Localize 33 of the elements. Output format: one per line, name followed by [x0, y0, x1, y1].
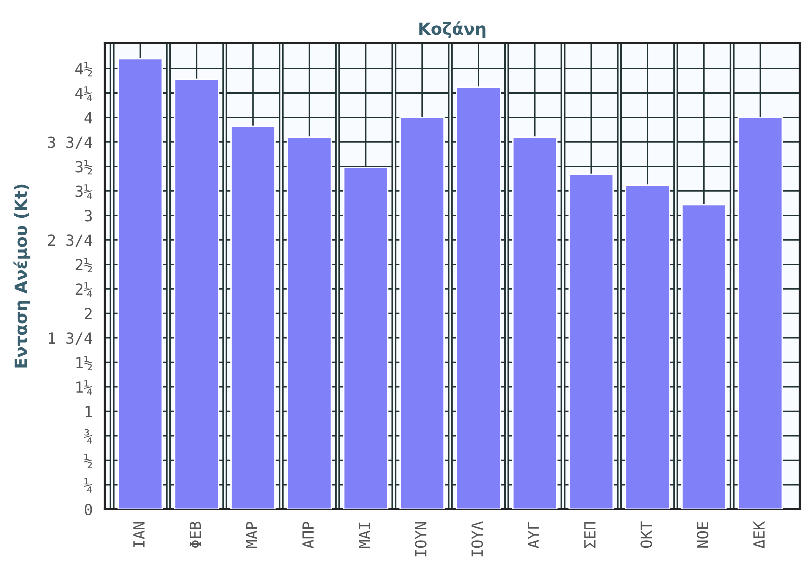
y-tick-label: 2½ [76, 258, 92, 273]
y-tick-label: 2¼ [76, 282, 92, 298]
x-tick-label: ΑΠΡ [302, 522, 314, 549]
y-tick-label: 3 3/4 [48, 136, 92, 150]
x-tick-label: ΙΑΝ [134, 522, 145, 548]
x-tick-label: ΜΑΡ [246, 522, 258, 548]
y-tick-label: 2 3/4 [48, 234, 92, 248]
y-tick-label: 3¼ [76, 184, 92, 200]
y-tick-label: 1 [86, 406, 92, 418]
y-tick-label: 3½ [76, 160, 92, 175]
y-tick-label: ½ [84, 454, 92, 468]
x-tick-label: ΙΟΥΛ [472, 522, 484, 557]
y-tick-label: 1¼ [76, 380, 92, 395]
y-tick-label: ¾ [84, 429, 92, 444]
y-tick-label: ¼ [84, 478, 92, 493]
y-axis-title: Ενταση Ανέμου (Kt) [14, 184, 31, 368]
y-tick-label: 3 [85, 210, 92, 222]
y-tick-label: 1 3/4 [49, 332, 92, 346]
x-tick-label: ΟΚΤ [640, 522, 652, 548]
y-tick-label: 0 [84, 504, 92, 516]
chart-title: Κοζάνη [420, 22, 486, 38]
x-tick-label: ΦΕΒ [190, 522, 202, 548]
y-tick-label: 4 [84, 112, 92, 124]
x-tick-label: ΔΕΚ [754, 521, 765, 549]
x-tick-label: ΜΑΙ [359, 522, 370, 548]
y-tick-label: 2 [85, 308, 92, 320]
x-tick-label: ΑΥΓ [528, 522, 540, 549]
y-tick-label: 1½ [76, 356, 92, 370]
y-tick-label: 4½ [76, 62, 92, 77]
x-tick-label: ΣΕΠ [584, 522, 596, 548]
y-tick-label: 4¼ [76, 86, 92, 102]
x-tick-label: ΝΟΕ [697, 522, 709, 548]
x-tick-label: ΙΟΥΝ [415, 522, 427, 557]
